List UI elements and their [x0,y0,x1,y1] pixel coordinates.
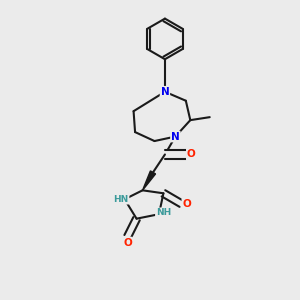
Text: O: O [182,199,191,209]
Text: O: O [187,149,196,160]
Polygon shape [142,171,156,190]
Text: HN: HN [113,195,129,204]
Text: N: N [160,87,169,97]
Text: NH: NH [156,208,171,217]
Text: O: O [123,238,132,248]
Text: N: N [171,132,180,142]
